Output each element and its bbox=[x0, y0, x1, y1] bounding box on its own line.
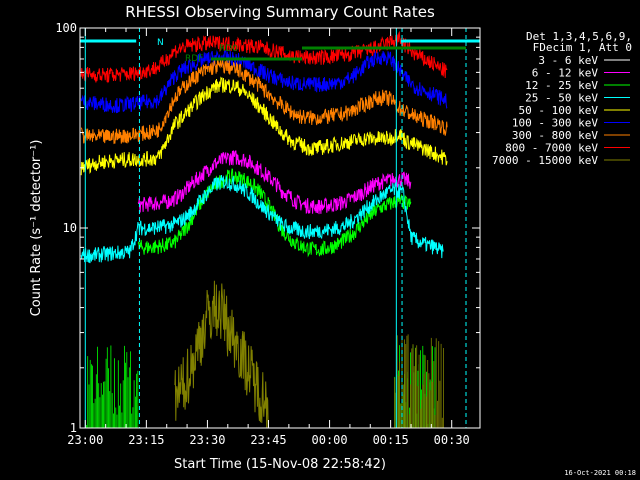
series-line bbox=[80, 174, 444, 264]
x-axis-label: Start Time (15-Nov-08 22:58:42) bbox=[174, 457, 386, 472]
series-25-50keV bbox=[80, 174, 444, 264]
rd0-label: RD0 bbox=[219, 44, 238, 54]
x-tick-label: 00:15 bbox=[373, 433, 409, 447]
x-tick-label: 00:00 bbox=[312, 433, 348, 447]
legend-entry-label: 300 - 800 keV bbox=[512, 129, 598, 142]
legend-entry-label: 800 - 7000 keV bbox=[505, 142, 598, 155]
x-tick-label: 00:30 bbox=[434, 433, 470, 447]
chart-title: RHESSI Observing Summary Count Rates bbox=[125, 3, 435, 21]
rdf-label: RDF bbox=[185, 54, 203, 64]
x-tick-label: 23:30 bbox=[189, 433, 225, 447]
x-tick-label: 23:00 bbox=[67, 433, 103, 447]
low-rate-noise bbox=[84, 334, 445, 428]
legend-header-line-1: Det 1,3,4,5,6,9, bbox=[526, 30, 632, 43]
legend-entry-label: 6 - 12 keV bbox=[532, 67, 599, 80]
y-tick-label: 1 bbox=[70, 421, 77, 435]
series-100-300keV bbox=[80, 48, 448, 114]
series-6-12keV bbox=[137, 150, 412, 215]
y-tick-label: 100 bbox=[55, 21, 77, 35]
legend-entry-label: 3 - 6 keV bbox=[538, 54, 598, 67]
series-line bbox=[80, 76, 448, 176]
series-line bbox=[137, 180, 412, 298]
generation-timestamp: 16-Oct-2021 00:18 bbox=[564, 469, 636, 477]
series-7000-15000keV bbox=[174, 280, 269, 429]
night-label: N bbox=[157, 38, 164, 48]
legend: Det 1,3,4,5,6,9, FDecim 1, Att 0 3 - 6 k… bbox=[492, 30, 632, 167]
series-3-6keV bbox=[137, 180, 412, 298]
y-tick-label: 10 bbox=[63, 221, 77, 235]
series-300-800keV bbox=[80, 57, 448, 145]
series-line bbox=[137, 150, 412, 215]
series-50-100keV bbox=[80, 76, 448, 176]
legend-entry-label: 7000 - 15000 keV bbox=[492, 154, 598, 167]
series-line bbox=[80, 48, 448, 114]
series-line bbox=[80, 30, 448, 84]
legend-entry-label: 50 - 100 keV bbox=[519, 104, 599, 117]
legend-header-line-2: FDecim 1, Att 0 bbox=[533, 41, 632, 54]
legend-entry-label: 25 - 50 keV bbox=[525, 92, 598, 105]
tick-layer: 23:00 23:15 23:30 23:45 00:00 00:15 00:30 1 10 10… bbox=[55, 21, 480, 447]
series-line bbox=[80, 57, 448, 145]
series-line bbox=[137, 168, 412, 258]
legend-entry-label: 12 - 25 keV bbox=[525, 79, 598, 92]
x-tick-label: 23:15 bbox=[128, 433, 164, 447]
y-axis-label: Count Rate (s⁻¹ detector⁻¹) bbox=[29, 140, 44, 317]
series-layer bbox=[80, 30, 448, 429]
x-tick-label: 23:45 bbox=[250, 433, 286, 447]
series-line bbox=[174, 280, 269, 429]
series-800-7000keV bbox=[80, 30, 448, 84]
legend-entry-label: 100 - 300 keV bbox=[512, 117, 598, 130]
